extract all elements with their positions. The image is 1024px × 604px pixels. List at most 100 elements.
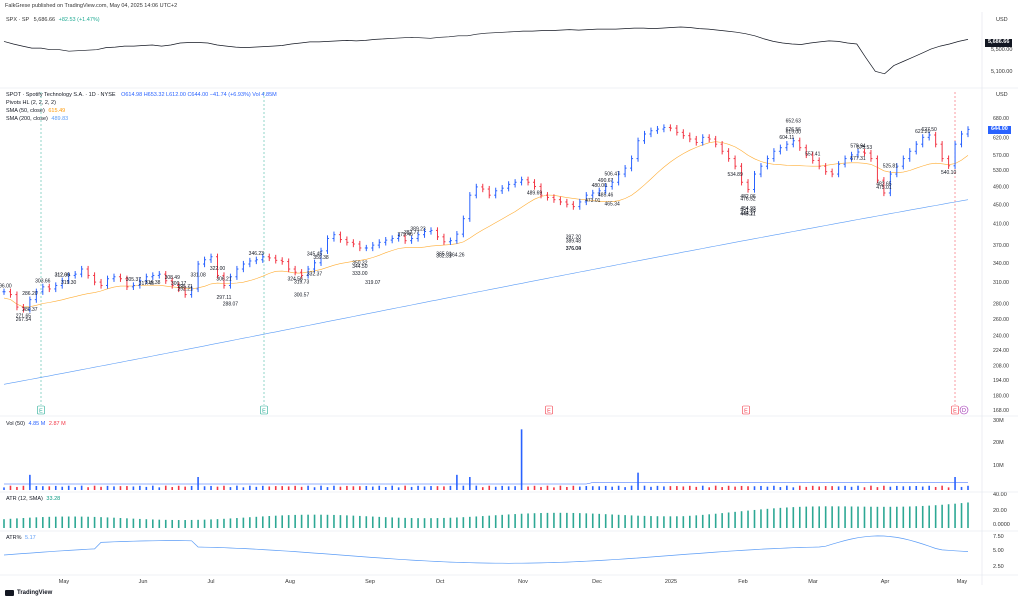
- spx-scale-tick: 5,500.00: [991, 47, 1013, 53]
- volume-bar: [410, 486, 413, 490]
- atrp-legend: ATR% 5.17: [6, 535, 36, 542]
- atr-bar: [604, 514, 607, 528]
- atr-bar: [294, 514, 296, 528]
- atr-bar: [48, 516, 51, 528]
- volume-bar: [967, 485, 969, 490]
- volume-bar: [294, 485, 296, 490]
- atr-bar: [307, 514, 309, 528]
- price-scale-tick: 490.00: [993, 184, 1009, 190]
- tradingview-logo[interactable]: TradingView: [5, 590, 52, 596]
- volume-bar: [106, 485, 109, 490]
- volume-bar: [507, 486, 510, 490]
- ohlc-bar: [254, 256, 258, 265]
- volume-bar: [365, 485, 368, 490]
- pivot-label: 288.07: [223, 301, 239, 307]
- atr-bar: [540, 513, 542, 528]
- pivot-label: 621.20: [915, 129, 931, 135]
- ohlc-bar: [203, 256, 207, 268]
- atr-bar: [488, 515, 491, 528]
- ohlc-bar: [384, 237, 388, 246]
- pivot-label: 482.06: [740, 194, 756, 200]
- volume-bar: [274, 486, 277, 490]
- volume-bar: [87, 487, 89, 490]
- atr-bar: [805, 506, 808, 528]
- dividend-marker: [959, 405, 969, 415]
- volume-bar: [22, 485, 25, 490]
- volume-bar: [249, 485, 251, 490]
- spx-scale-tick: 5,100.00: [991, 69, 1013, 75]
- ohlc-bar: [649, 127, 653, 138]
- pivot-label: 627.50: [922, 127, 938, 133]
- atr-bar: [792, 507, 795, 528]
- volume-bar: [676, 486, 678, 490]
- ohlc-bar: [144, 273, 148, 284]
- earnings-marker-label: E: [262, 409, 266, 415]
- volume-bar: [145, 486, 148, 490]
- volume-scale-tick: 20M: [993, 440, 1004, 446]
- price-scale-tick: 370.00: [993, 243, 1009, 249]
- atr-bar: [67, 516, 70, 528]
- atr-bar: [359, 515, 361, 528]
- ohlc-bar: [694, 135, 698, 146]
- atr-bar: [423, 518, 426, 528]
- ohlc-bar: [688, 132, 692, 143]
- ohlc-bar: [539, 183, 543, 199]
- volume-bar: [598, 486, 601, 490]
- price-scale-tick: 194.00: [993, 378, 1009, 384]
- atr-bar: [391, 517, 393, 528]
- price-scale-tick: 224.00: [993, 348, 1009, 354]
- volume-bar: [469, 477, 471, 490]
- ohlc-bar: [397, 233, 401, 242]
- atr-bar: [915, 506, 918, 528]
- atr-bar: [708, 514, 711, 528]
- ohlc-bar: [306, 265, 310, 279]
- pivot-label: 319.38: [145, 280, 161, 286]
- ohlc-bar: [196, 260, 200, 293]
- ohlc-bar: [604, 183, 608, 194]
- atr-bar: [158, 519, 161, 528]
- volume-bar: [921, 486, 924, 490]
- atr-bar: [22, 517, 25, 528]
- pivot-label: 444.17: [740, 211, 756, 217]
- volume-bar: [404, 485, 406, 490]
- symbol-title: SPOT · Spotify Technology S.A. · 1D · NY…: [6, 92, 116, 98]
- atr-scale-tick: 0.0000: [993, 522, 1010, 528]
- volume-bar: [313, 487, 316, 490]
- ohlc-bar: [914, 141, 918, 155]
- volume-bar: [811, 485, 814, 490]
- price-scale-tick: 208.00: [993, 363, 1009, 369]
- ohlc-bar: [701, 134, 705, 146]
- atr-bar: [760, 509, 762, 528]
- atr-bar: [320, 514, 322, 528]
- atr-bar: [688, 515, 691, 528]
- ohlc-bar: [403, 233, 407, 244]
- ohlc-bar: [21, 303, 25, 313]
- pivot-label: 317.45: [139, 281, 155, 287]
- ohlc-bar: [371, 242, 375, 252]
- atr-bar: [773, 508, 775, 528]
- volume-bar: [908, 486, 911, 490]
- atr-label: ATR (12, SMA): [6, 496, 43, 502]
- atr-bar: [456, 517, 458, 528]
- atr-bar: [520, 513, 523, 528]
- atr-bar: [313, 514, 316, 528]
- volume-bar: [35, 486, 38, 490]
- atr-bar: [404, 517, 406, 528]
- pivot-label: 489.69: [527, 191, 543, 197]
- volume-bar: [747, 486, 749, 490]
- atr-bar: [663, 516, 665, 528]
- ohlc-bar: [707, 134, 711, 143]
- volume-bar: [126, 486, 128, 490]
- atr-bar: [287, 515, 290, 528]
- atr-bar: [650, 516, 652, 528]
- ohlc-bar: [377, 239, 381, 249]
- pivot-label: 534.89: [727, 172, 743, 178]
- atr-bar: [831, 506, 833, 528]
- earnings-marker: [545, 405, 553, 415]
- ohlc-bar: [895, 163, 899, 178]
- volume-bar: [171, 487, 174, 490]
- ohlc-bar: [106, 275, 110, 289]
- time-axis-label: Jul: [207, 579, 214, 585]
- atr-bar: [624, 515, 626, 528]
